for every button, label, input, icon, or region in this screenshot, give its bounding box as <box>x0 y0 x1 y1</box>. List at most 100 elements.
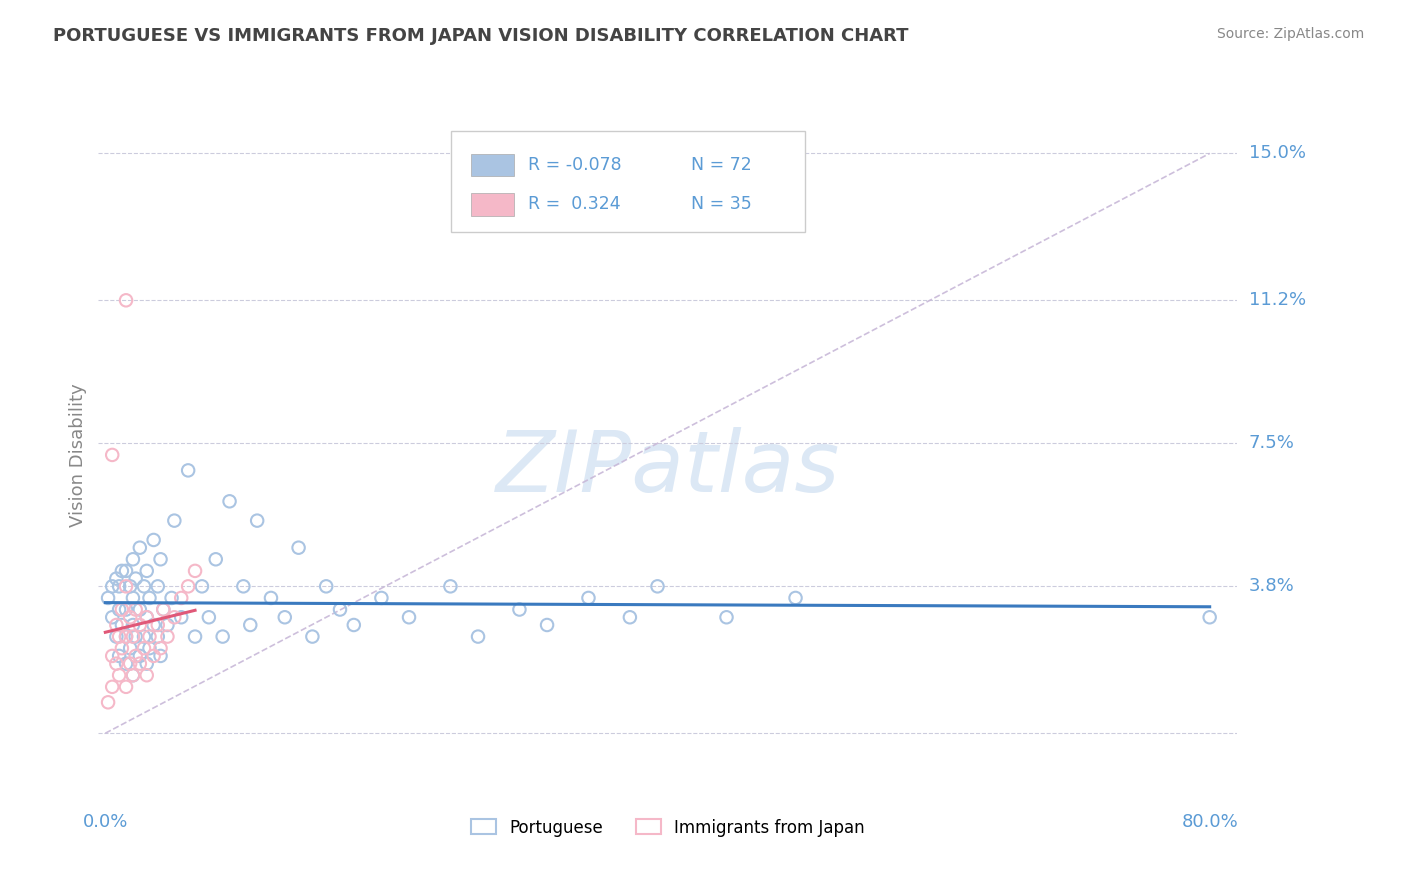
Point <box>111 618 134 632</box>
Point <box>105 618 128 632</box>
Point <box>111 564 134 578</box>
Point <box>184 630 207 644</box>
Point <box>128 618 150 632</box>
Point <box>467 630 489 644</box>
Text: R = -0.078: R = -0.078 <box>527 156 621 174</box>
Point <box>260 591 283 605</box>
Text: R =  0.324: R = 0.324 <box>527 195 620 213</box>
Point <box>122 618 145 632</box>
Point <box>152 602 174 616</box>
Point <box>115 630 138 644</box>
Point <box>115 630 138 644</box>
Point <box>135 657 157 671</box>
Text: N = 35: N = 35 <box>690 195 751 213</box>
Point <box>135 610 157 624</box>
Point <box>785 591 807 605</box>
Point <box>211 630 233 644</box>
Point <box>105 630 128 644</box>
Y-axis label: Vision Disability: Vision Disability <box>69 383 87 527</box>
Point <box>128 602 150 616</box>
Point <box>716 610 738 624</box>
Point <box>128 648 150 663</box>
Point <box>149 641 172 656</box>
Point <box>146 579 169 593</box>
Point <box>170 591 193 605</box>
Point <box>108 579 131 593</box>
Point <box>191 579 214 593</box>
Point <box>135 668 157 682</box>
Point <box>152 602 174 616</box>
Point <box>120 641 142 656</box>
Point <box>135 610 157 624</box>
Point <box>138 641 160 656</box>
Point <box>108 602 131 616</box>
Point <box>128 541 150 555</box>
Point <box>149 552 172 566</box>
Point <box>246 514 269 528</box>
Point <box>108 630 131 644</box>
Text: PORTUGUESE VS IMMIGRANTS FROM JAPAN VISION DISABILITY CORRELATION CHART: PORTUGUESE VS IMMIGRANTS FROM JAPAN VISI… <box>53 27 908 45</box>
Point <box>536 618 558 632</box>
Point <box>239 618 262 632</box>
Point <box>125 572 148 586</box>
Point <box>218 494 240 508</box>
Point <box>232 579 254 593</box>
Point <box>370 591 392 605</box>
Point <box>149 648 172 663</box>
Text: 11.2%: 11.2% <box>1249 292 1306 310</box>
Point <box>163 514 186 528</box>
Point <box>184 564 207 578</box>
Point <box>120 610 142 624</box>
Point <box>101 448 124 462</box>
Point <box>125 630 148 644</box>
Point <box>329 602 352 616</box>
Point <box>101 648 124 663</box>
Point <box>115 579 138 593</box>
Point <box>101 579 124 593</box>
Point <box>160 591 183 605</box>
Point <box>111 641 134 656</box>
Legend: Portuguese, Immigrants from Japan: Portuguese, Immigrants from Japan <box>464 812 872 843</box>
Point <box>120 657 142 671</box>
Point <box>138 591 160 605</box>
Point <box>177 579 200 593</box>
Point <box>439 579 461 593</box>
Point <box>108 648 131 663</box>
Point <box>578 591 600 605</box>
Point <box>115 564 138 578</box>
Point <box>101 610 124 624</box>
Point <box>274 610 297 624</box>
Point <box>142 533 165 547</box>
Point <box>105 572 128 586</box>
Point <box>301 630 323 644</box>
Point <box>398 610 420 624</box>
Point <box>115 657 138 671</box>
Point <box>177 463 200 477</box>
Point <box>508 602 530 616</box>
Point <box>132 641 155 656</box>
Point <box>115 293 138 308</box>
Point <box>111 602 134 616</box>
Point <box>122 591 145 605</box>
Point <box>135 564 157 578</box>
Point <box>315 579 337 593</box>
Point <box>343 618 366 632</box>
Point <box>122 668 145 682</box>
Point <box>647 579 669 593</box>
Point <box>125 648 148 663</box>
Point <box>146 618 169 632</box>
Text: 15.0%: 15.0% <box>1249 145 1306 162</box>
Point <box>115 680 138 694</box>
Point <box>1198 610 1220 624</box>
Point <box>101 680 124 694</box>
Point <box>128 657 150 671</box>
Point <box>146 630 169 644</box>
Text: 3.8%: 3.8% <box>1249 577 1295 595</box>
Point <box>122 552 145 566</box>
Point <box>198 610 221 624</box>
Point <box>170 610 193 624</box>
Point <box>163 610 186 624</box>
Point <box>97 591 120 605</box>
Point <box>125 602 148 616</box>
Point <box>108 668 131 682</box>
